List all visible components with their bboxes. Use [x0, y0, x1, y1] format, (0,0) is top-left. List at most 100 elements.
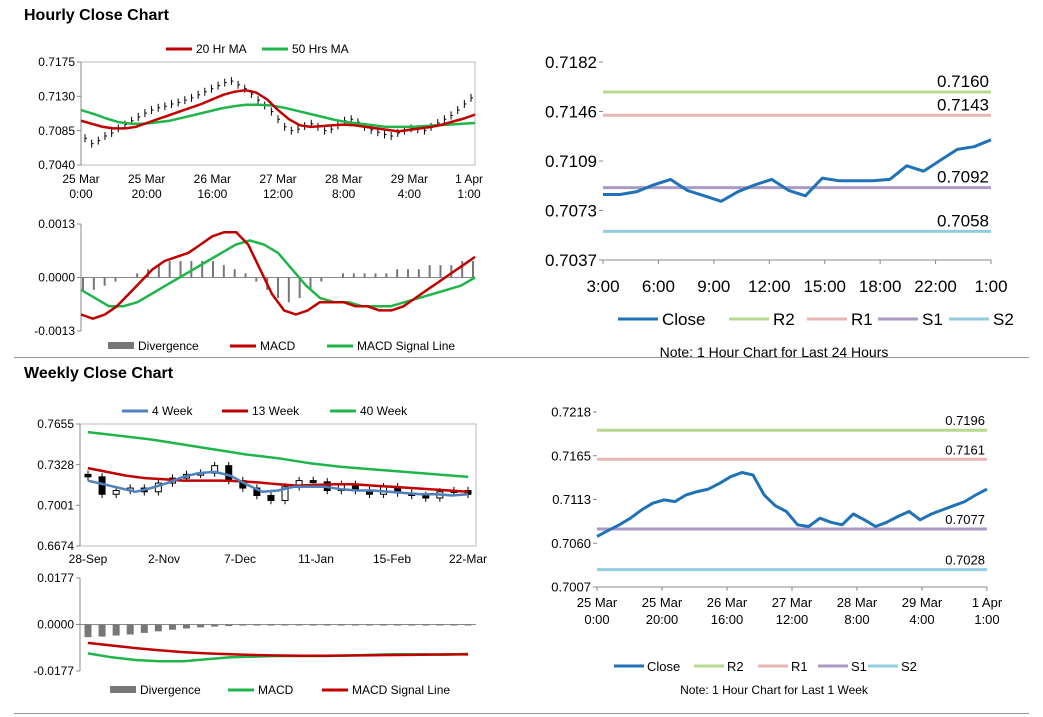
divergence-bar — [197, 624, 205, 628]
candle-body — [309, 480, 317, 484]
divergence-bar — [337, 624, 345, 626]
hourly-24h-x-tick-label: 9:00 — [697, 277, 730, 296]
hourly-section-title: Hourly Close Chart — [24, 7, 169, 24]
weekly-1w-x-tick-date: 1 Apr — [972, 595, 1003, 610]
divergence-bar — [140, 624, 148, 633]
hourly-price-x-tick-date: 27 Mar — [259, 172, 296, 186]
weekly-1w-x-tick-date: 28 Mar — [837, 595, 878, 610]
weekly-macd-y-tick-label: 0.0177 — [37, 571, 74, 585]
hourly-24h-x-tick-label: 18:00 — [859, 277, 902, 296]
divergence-bar — [309, 624, 317, 626]
hourly-24h-x-tick-label: 12:00 — [748, 277, 791, 296]
weekly-1w-x-tick-time: 4:00 — [909, 612, 934, 627]
level-label-r1: 0.7143 — [937, 95, 989, 114]
hourly-price-y-tick-label: 0.7130 — [38, 90, 75, 104]
weekly-price-x-tick-label: 7-Dec — [224, 552, 256, 566]
weekly-price-y-tick-label: 0.7655 — [37, 417, 74, 431]
hourly-price-x-tick-time: 20:00 — [132, 187, 162, 201]
hourly-24h-note: Note: 1 Hour Chart for Last 24 Hours — [660, 344, 889, 360]
hourly-24h-x-tick-label: 1:00 — [974, 277, 1007, 296]
divergence-bar — [126, 624, 134, 635]
level-label-s2: 0.7058 — [937, 211, 989, 230]
legend-r2-label: R2 — [773, 310, 795, 329]
hourly-macd-y-tick-label: -0.0013 — [34, 324, 75, 338]
weekly-1w-y-tick-label: 0.7218 — [551, 405, 591, 420]
weekly-1w-x-tick-date: 27 Mar — [772, 595, 813, 610]
divergence-bar — [351, 624, 359, 626]
weekly-macd-y-tick-label: 0.0000 — [37, 618, 74, 632]
bottom-divider — [14, 713, 1029, 714]
divergence-bar — [365, 624, 373, 626]
level-label-r2: 0.7160 — [937, 72, 989, 91]
divergence-bar — [295, 624, 303, 626]
divergence-bar — [436, 624, 444, 626]
hourly-24h-x-tick-label: 3:00 — [586, 277, 619, 296]
hourly-24h-x-tick-label: 15:00 — [803, 277, 846, 296]
hourly-24h-series-close — [603, 138, 992, 203]
legend-r1-label: R1 — [851, 310, 873, 329]
legend-weekly-macd-signal-line-label: MACD Signal Line — [352, 683, 450, 697]
weekly-price-x-tick-label: 28-Sep — [69, 552, 108, 566]
level-label-s1: 0.7077 — [945, 512, 985, 527]
hourly-price-x-tick-time: 12:00 — [263, 187, 293, 201]
legend-50hrs-ma-label: 50 Hrs MA — [292, 42, 349, 56]
hourly-price-y-tick-label: 0.7085 — [38, 124, 75, 138]
weekly-1w-x-tick-date: 26 Mar — [707, 595, 748, 610]
legend-1w-r2-label: R2 — [727, 659, 744, 674]
divergence-bar — [225, 624, 233, 627]
weekly-1w-y-tick-label: 0.7113 — [552, 492, 591, 507]
weekly-price-x-tick-label: 2-Nov — [148, 552, 180, 566]
series-13-week — [87, 466, 469, 494]
legend-weekly-divergence-swatch — [110, 686, 136, 693]
series-40-week — [87, 430, 469, 479]
weekly-price-y-tick-label: 0.7328 — [37, 458, 74, 472]
level-label-s1: 0.7092 — [937, 168, 989, 187]
weekly-price-y-tick-label: 0.7001 — [37, 499, 74, 513]
legend-divergence-swatch — [108, 342, 134, 349]
legend-1w-r1-label: R1 — [791, 659, 808, 674]
hourly-24h-y-tick-label: 0.7073 — [545, 201, 597, 220]
divergence-bar — [267, 624, 275, 626]
weekly-1w-x-tick-time: 1:00 — [974, 612, 999, 627]
weekly-1w-y-tick-label: 0.7007 — [551, 580, 591, 595]
divergence-bar — [408, 624, 416, 626]
weekly-1w-x-tick-time: 12:00 — [776, 612, 809, 627]
weekly-price-y-tick-label: 0.6674 — [37, 539, 74, 553]
series-4-week — [87, 470, 469, 497]
hourly-price-x-tick-time: 8:00 — [332, 187, 356, 201]
weekly-price-x-tick-label: 15-Feb — [373, 552, 411, 566]
divergence-bar — [168, 624, 176, 630]
legend-divergence-label: Divergence — [138, 339, 199, 353]
candle-body — [281, 486, 289, 501]
legend-40-week-label: 40 Week — [360, 404, 408, 418]
legend-close-label: Close — [662, 310, 705, 329]
divergence-bar — [281, 624, 289, 626]
hourly-price-x-tick-date: 1 Apr — [455, 172, 483, 186]
legend-1w-close-label: Close — [647, 659, 680, 674]
hourly-price-x-tick-date: 28 Mar — [325, 172, 362, 186]
weekly-1w-x-tick-date: 25 Mar — [642, 595, 683, 610]
weekly-1w-y-tick-label: 0.7060 — [551, 536, 591, 551]
divergence-bar — [239, 624, 247, 626]
weekly-1w-x-tick-time: 20:00 — [646, 612, 679, 627]
series-weekly-macd-signal-line — [87, 641, 469, 658]
hourly-price-x-tick-time: 0:00 — [69, 187, 93, 201]
legend-macd-label: MACD — [260, 339, 296, 353]
level-label-r2: 0.7196 — [945, 413, 985, 428]
divergence-bar — [253, 624, 261, 626]
weekly-1w-series-close — [596, 471, 988, 538]
weekly-1w-x-tick-date: 25 Mar — [577, 595, 618, 610]
hourly-24h-y-tick-label: 0.7037 — [545, 251, 597, 270]
weekly-1w-note: Note: 1 Hour Chart for Last 1 Week — [680, 683, 869, 697]
legend-weekly-macd-label: MACD — [258, 683, 294, 697]
level-label-s2: 0.7028 — [945, 553, 985, 568]
weekly-1w-x-tick-time: 8:00 — [844, 612, 869, 627]
hourly-price-y-tick-label: 0.7175 — [38, 55, 75, 69]
divergence-bar — [323, 624, 331, 626]
hourly-price-x-tick-time: 4:00 — [398, 187, 422, 201]
hourly-price-x-tick-time: 16:00 — [197, 187, 227, 201]
